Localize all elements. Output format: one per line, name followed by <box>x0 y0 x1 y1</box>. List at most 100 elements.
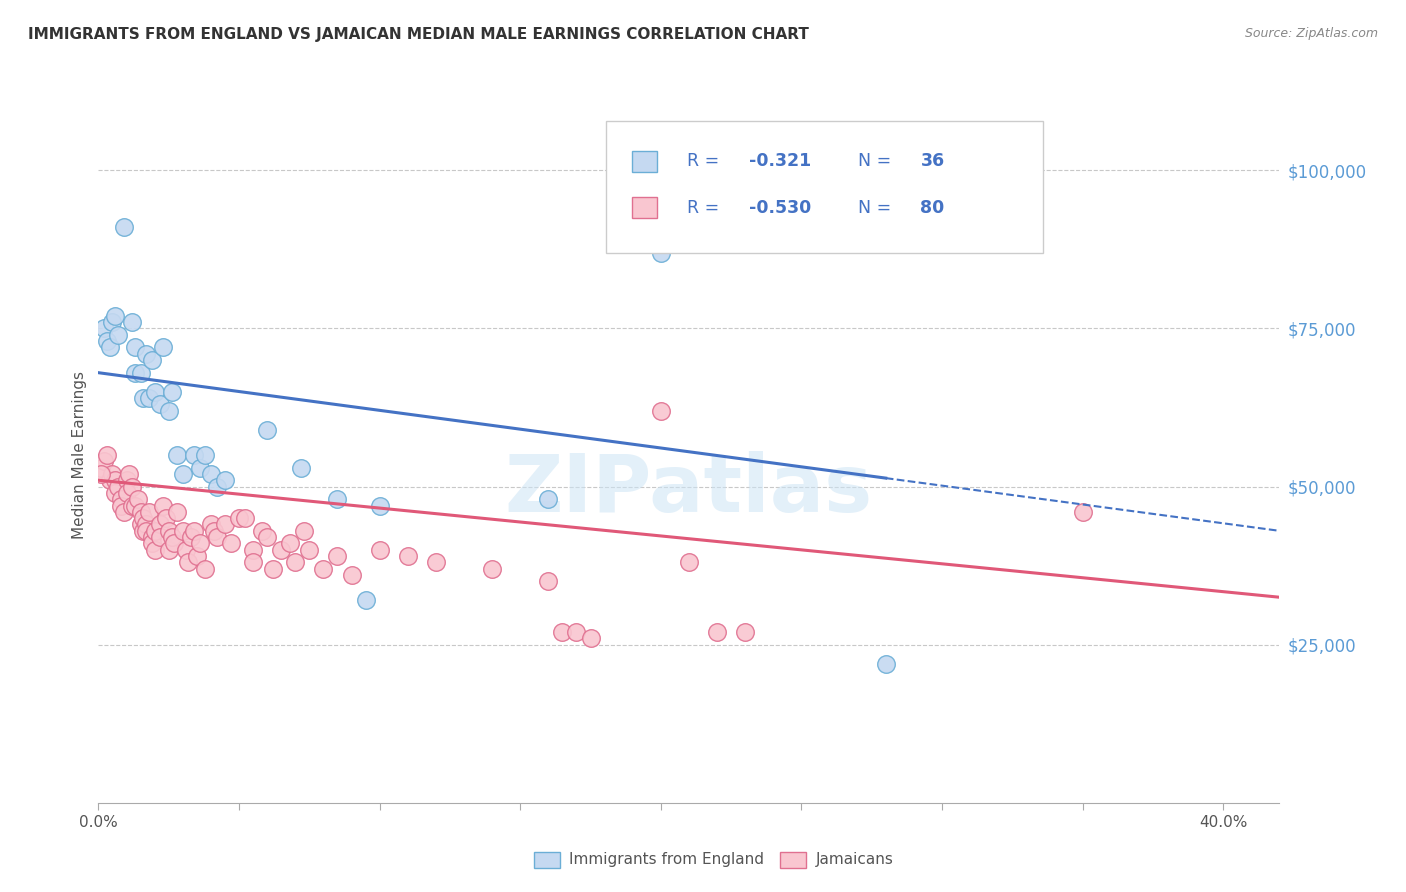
Point <box>118 467 141 481</box>
Text: N =: N = <box>858 199 897 217</box>
Point <box>121 479 143 493</box>
Point <box>425 556 447 570</box>
Point <box>149 517 172 532</box>
Text: 80: 80 <box>921 199 945 217</box>
Y-axis label: Median Male Earnings: Median Male Earnings <box>72 371 87 539</box>
Point <box>141 353 163 368</box>
Point <box>132 524 155 538</box>
Point <box>200 517 222 532</box>
Point <box>152 499 174 513</box>
Point <box>650 403 672 417</box>
Point <box>96 448 118 462</box>
Point <box>340 568 363 582</box>
Point <box>312 562 335 576</box>
Point <box>174 542 197 557</box>
Point <box>112 505 135 519</box>
Point <box>565 625 588 640</box>
Point <box>228 511 250 525</box>
Point <box>1071 505 1094 519</box>
Point <box>152 340 174 354</box>
Point <box>104 473 127 487</box>
Point <box>149 530 172 544</box>
Point <box>141 530 163 544</box>
Point <box>143 384 166 399</box>
Point <box>205 530 228 544</box>
Point <box>160 530 183 544</box>
Point <box>157 403 180 417</box>
Text: N =: N = <box>858 153 897 170</box>
Point <box>115 473 138 487</box>
Point <box>188 460 211 475</box>
Point <box>262 562 284 576</box>
Point <box>172 467 194 481</box>
Point <box>121 315 143 329</box>
Point <box>135 524 157 538</box>
Point <box>104 309 127 323</box>
Point <box>135 347 157 361</box>
Point <box>129 366 152 380</box>
Point <box>368 542 391 557</box>
Text: -0.321: -0.321 <box>749 153 811 170</box>
Bar <box>633 197 657 219</box>
Text: R =: R = <box>686 153 724 170</box>
Point <box>183 524 205 538</box>
Point <box>678 556 700 570</box>
Text: IMMIGRANTS FROM ENGLAND VS JAMAICAN MEDIAN MALE EARNINGS CORRELATION CHART: IMMIGRANTS FROM ENGLAND VS JAMAICAN MEDI… <box>28 27 808 42</box>
Point <box>101 315 124 329</box>
Point <box>200 467 222 481</box>
Point <box>124 499 146 513</box>
Point <box>188 536 211 550</box>
Point <box>214 473 236 487</box>
Text: ZIPatlas: ZIPatlas <box>505 450 873 529</box>
Point <box>98 340 121 354</box>
Text: -0.530: -0.530 <box>749 199 811 217</box>
Point <box>112 220 135 235</box>
Point <box>219 536 242 550</box>
Point <box>368 499 391 513</box>
Point <box>183 448 205 462</box>
Point <box>298 542 321 557</box>
Point <box>110 499 132 513</box>
Point <box>104 486 127 500</box>
Point <box>155 511 177 525</box>
Point <box>551 625 574 640</box>
Point <box>110 492 132 507</box>
Point <box>129 505 152 519</box>
Point <box>706 625 728 640</box>
Point <box>135 517 157 532</box>
Point <box>284 556 307 570</box>
Text: Immigrants from England: Immigrants from England <box>569 853 765 867</box>
Point <box>177 556 200 570</box>
Point <box>326 492 349 507</box>
Point <box>166 505 188 519</box>
Text: Jamaicans: Jamaicans <box>815 853 893 867</box>
Point <box>172 524 194 538</box>
Point <box>90 467 112 481</box>
Point <box>292 524 315 538</box>
Point <box>233 511 256 525</box>
Point <box>214 517 236 532</box>
Point <box>290 460 312 475</box>
Point <box>326 549 349 563</box>
Point <box>157 542 180 557</box>
Point <box>160 384 183 399</box>
Point <box>194 448 217 462</box>
Point <box>138 391 160 405</box>
Point <box>579 632 602 646</box>
Point <box>141 536 163 550</box>
Point <box>132 511 155 525</box>
Point <box>396 549 419 563</box>
Point <box>650 245 672 260</box>
Point <box>143 524 166 538</box>
Point <box>278 536 301 550</box>
Point <box>129 517 152 532</box>
Point <box>242 556 264 570</box>
Point <box>166 448 188 462</box>
Point <box>205 479 228 493</box>
Point <box>121 499 143 513</box>
Point <box>127 492 149 507</box>
Point <box>143 542 166 557</box>
Point <box>107 327 129 342</box>
Point <box>96 334 118 348</box>
Point <box>186 549 208 563</box>
